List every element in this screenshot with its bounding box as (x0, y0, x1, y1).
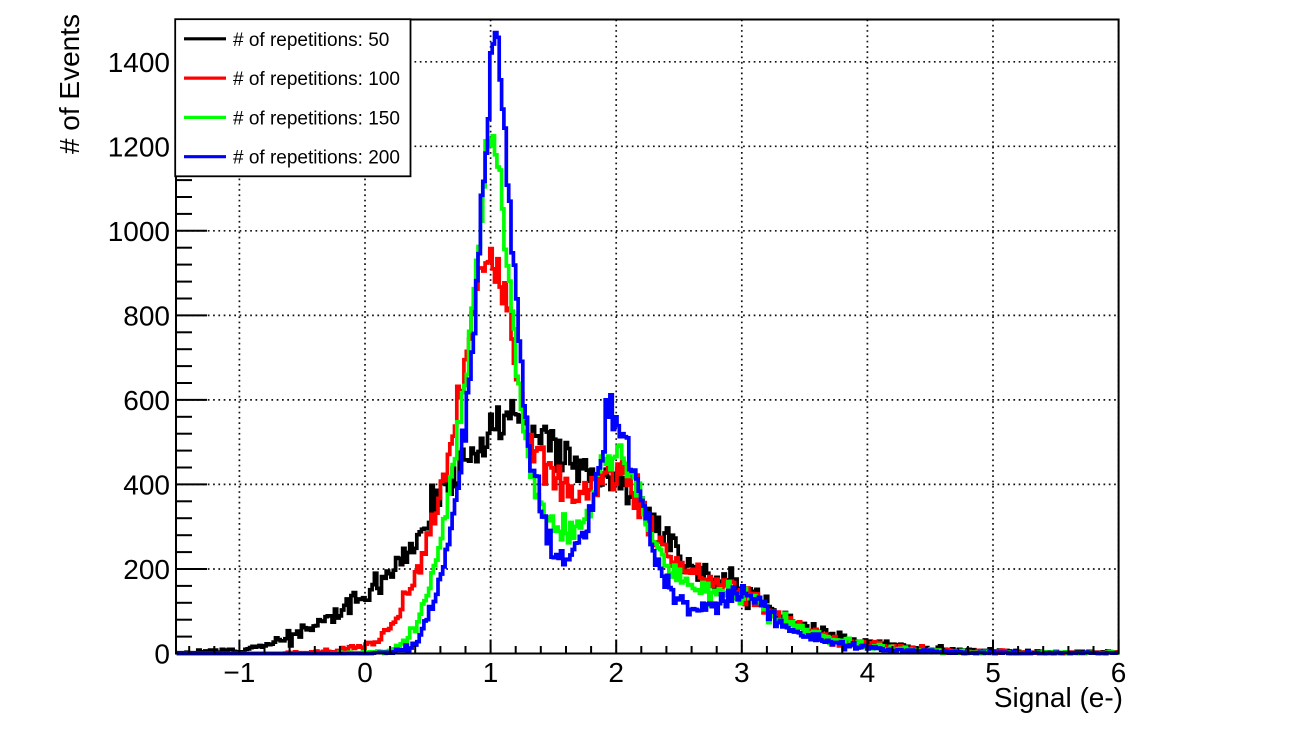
svg-text:# of repetitions: 50: # of repetitions: 50 (233, 30, 389, 51)
svg-text:1200: 1200 (108, 131, 170, 162)
svg-text:0: 0 (357, 657, 373, 688)
svg-text:2: 2 (608, 657, 624, 688)
svg-text:# of Events: # of Events (54, 14, 85, 154)
svg-text:−1: −1 (223, 657, 255, 688)
svg-text:Signal (e-): Signal (e-) (994, 682, 1123, 713)
svg-text:800: 800 (123, 300, 170, 331)
svg-text:5: 5 (985, 657, 1001, 688)
svg-text:200: 200 (123, 554, 170, 585)
svg-text:1: 1 (483, 657, 499, 688)
svg-text:6: 6 (1111, 657, 1127, 688)
svg-text:600: 600 (123, 385, 170, 416)
svg-text:1000: 1000 (108, 216, 170, 247)
svg-text:# of repetitions: 200: # of repetitions: 200 (233, 148, 400, 169)
svg-text:# of repetitions: 150: # of repetitions: 150 (233, 108, 400, 129)
svg-text:400: 400 (123, 469, 170, 500)
svg-text:0: 0 (154, 639, 170, 670)
svg-text:3: 3 (734, 657, 750, 688)
svg-text:1400: 1400 (108, 47, 170, 78)
svg-text:4: 4 (860, 657, 876, 688)
svg-text:# of repetitions: 100: # of repetitions: 100 (233, 69, 400, 90)
